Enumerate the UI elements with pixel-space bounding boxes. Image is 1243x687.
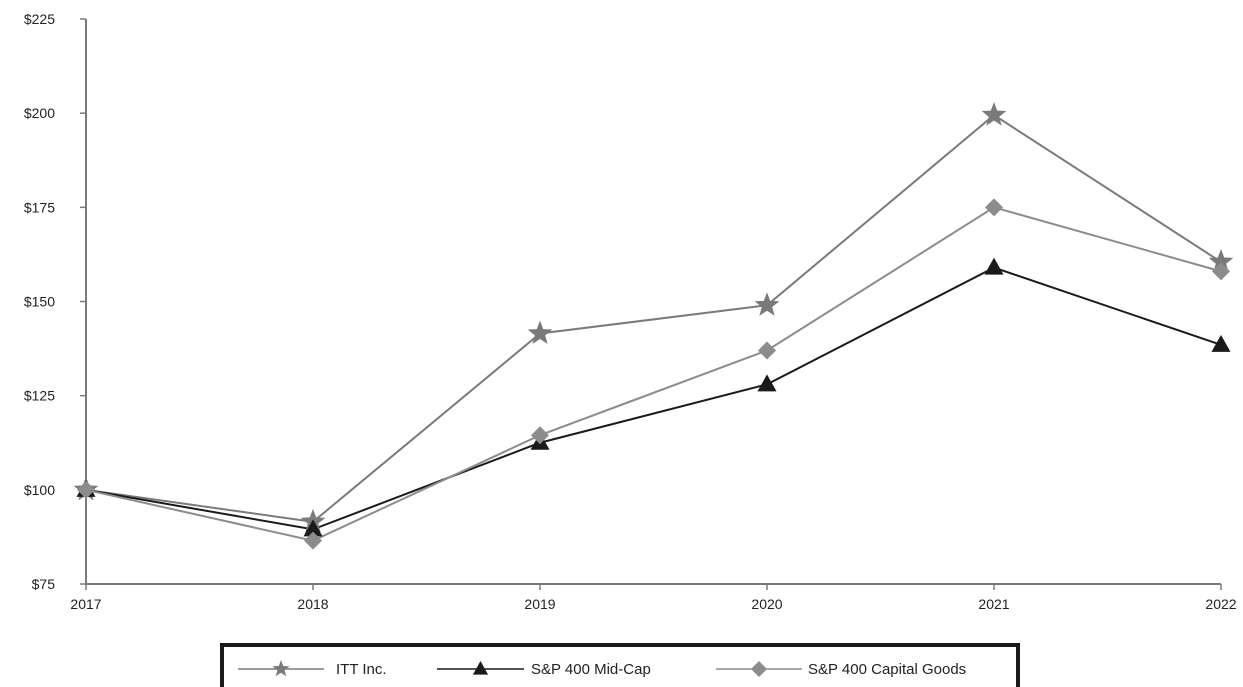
- series-triangle: [85, 266, 1222, 531]
- legend-label: S&P 400 Capital Goods: [808, 661, 966, 678]
- data-point: [985, 198, 1003, 217]
- data-point: [303, 519, 323, 537]
- x-tick-label: 2022: [1205, 596, 1236, 612]
- data-point: [1211, 334, 1231, 352]
- data-point: [77, 480, 95, 499]
- x-tick-label: 2020: [751, 596, 782, 612]
- y-tick-label: $150: [24, 294, 55, 310]
- legend-label: S&P 400 Mid-Cap: [531, 661, 651, 678]
- x-tick-label: 2017: [70, 596, 101, 612]
- data-point: [754, 292, 780, 316]
- legend-item: S&P 400 Capital Goods: [716, 661, 966, 678]
- legend-item: ITT Inc.: [238, 660, 387, 678]
- y-tick-label: $175: [24, 199, 55, 215]
- x-tick-label: 2021: [978, 596, 1009, 612]
- data-point: [758, 341, 776, 360]
- legend-marker: [272, 660, 290, 677]
- series-diamond: [85, 206, 1222, 542]
- legend: ITT Inc. S&P 400 Mid-Cap S&P 400 Capital G…: [220, 643, 1020, 687]
- data-point: [1212, 262, 1230, 281]
- legend-label: ITT Inc.: [336, 661, 387, 678]
- series-star: [85, 113, 1222, 523]
- series-markers-diamond: [77, 198, 1230, 550]
- y-tick-label: $100: [24, 482, 55, 498]
- x-tick-label: 2018: [297, 596, 328, 612]
- data-point: [527, 320, 553, 345]
- series-markers-triangle: [76, 257, 1231, 537]
- data-point: [531, 426, 549, 445]
- data-point: [757, 374, 777, 392]
- series-layer: [73, 102, 1234, 550]
- x-tick-label: 2019: [524, 596, 555, 612]
- legend-box: [220, 643, 1020, 687]
- data-point: [304, 531, 322, 550]
- data-point: [981, 102, 1007, 126]
- series-line: [85, 113, 1222, 523]
- series-line: [85, 266, 1222, 531]
- legend-item: S&P 400 Mid-Cap: [437, 661, 651, 678]
- series-markers-star: [73, 102, 1234, 533]
- y-tick-label: $200: [24, 105, 55, 121]
- legend-marker: [751, 661, 767, 677]
- legend-marker: [472, 661, 489, 675]
- axes: $75 $100 $125 $150 $175 $200 $225 2017 2018 2019 2…: [24, 11, 1237, 612]
- y-tick-label: $125: [24, 388, 55, 404]
- series-line: [85, 206, 1222, 542]
- y-tick-label: $225: [24, 11, 55, 27]
- data-point: [1208, 248, 1234, 273]
- y-tick-label: $75: [32, 576, 56, 592]
- data-point: [984, 257, 1004, 275]
